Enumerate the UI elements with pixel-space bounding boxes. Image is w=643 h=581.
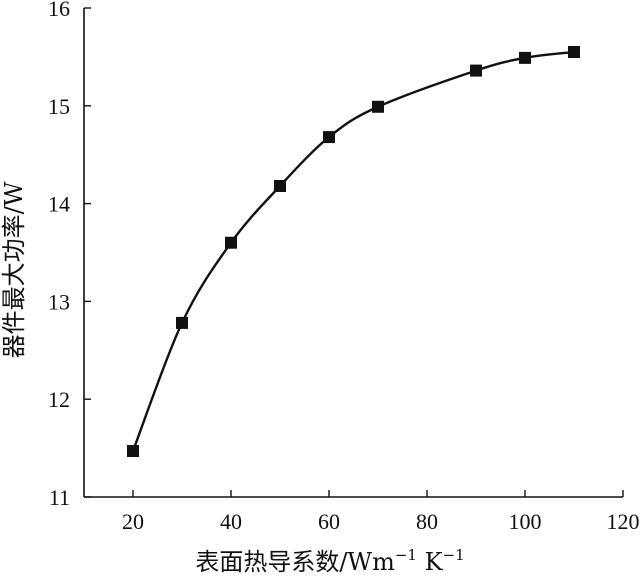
y-axis-title: 器件最大功率/W bbox=[0, 181, 28, 358]
x-axis-title: 表面热导系数/Wm−1 K−1 bbox=[195, 546, 464, 576]
ticks bbox=[84, 7, 624, 498]
x-tick-label: 20 bbox=[122, 509, 144, 534]
data-point-marker bbox=[225, 236, 237, 249]
data-point-marker bbox=[470, 64, 482, 77]
series-curve bbox=[131, 50, 575, 452]
x-axis-title-mid: K bbox=[417, 548, 444, 576]
y-tick-label: 14 bbox=[48, 192, 70, 217]
data-point-marker bbox=[127, 445, 139, 458]
x-tick-label: 60 bbox=[318, 509, 340, 534]
data-markers bbox=[127, 46, 580, 458]
y-tick-label: 12 bbox=[48, 387, 70, 412]
tick-labels: 20 40 60 80 100 120 11 12 13 14 15 16 bbox=[48, 0, 640, 534]
data-point-marker bbox=[519, 51, 531, 64]
data-point-marker bbox=[372, 100, 384, 113]
data-point-marker bbox=[176, 316, 188, 329]
axes bbox=[83, 8, 623, 498]
x-axis-title-sup1: −1 bbox=[395, 546, 417, 564]
x-tick-label: 80 bbox=[416, 509, 438, 534]
x-tick-label: 120 bbox=[607, 509, 640, 534]
y-tick-label: 13 bbox=[48, 289, 70, 314]
data-point-marker bbox=[568, 46, 580, 59]
y-tick-label: 15 bbox=[48, 94, 70, 119]
y-tick-label: 11 bbox=[49, 485, 70, 510]
x-axis-title-sup2: −1 bbox=[443, 546, 465, 564]
data-point-marker bbox=[323, 131, 335, 144]
data-point-marker bbox=[274, 179, 286, 192]
x-tick-label: 40 bbox=[220, 509, 242, 534]
x-tick-label: 100 bbox=[509, 509, 542, 534]
y-tick-label: 16 bbox=[48, 0, 70, 21]
x-axis-title-main: 表面热导系数/Wm bbox=[195, 548, 395, 576]
